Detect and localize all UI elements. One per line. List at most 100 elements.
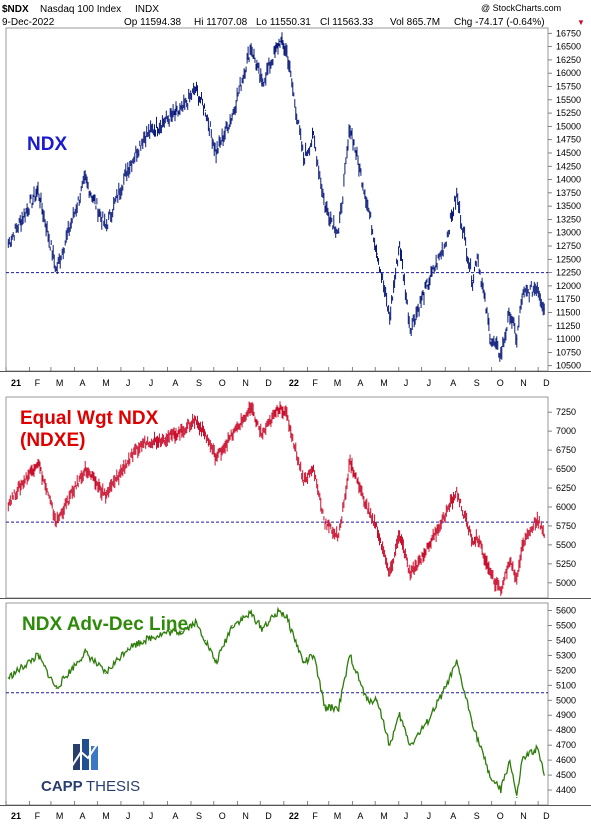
y-tick-label: 16750 — [556, 28, 581, 38]
data-point — [521, 296, 523, 298]
logo-text-capp: CAPP — [41, 778, 83, 795]
data-point — [543, 535, 545, 537]
data-point — [105, 672, 107, 674]
symbol-label[interactable]: $NDX — [2, 4, 29, 15]
data-point — [250, 46, 252, 48]
data-point — [250, 612, 252, 615]
y-tick-label: 11750 — [556, 294, 580, 304]
x-tick-label: A — [80, 378, 86, 388]
data-point — [376, 253, 379, 255]
data-point — [204, 639, 206, 642]
data-point — [500, 789, 502, 791]
data-point — [472, 722, 474, 724]
down-arrow-icon: ▼ — [577, 18, 585, 27]
y-tick-label: 11000 — [556, 334, 580, 344]
x-tick-label: A — [172, 378, 178, 388]
x-tick-label: A — [80, 811, 86, 821]
data-point — [204, 109, 206, 111]
x-tick-label: O — [497, 378, 504, 388]
data-point — [105, 226, 107, 228]
data-point — [250, 407, 252, 409]
data-point — [194, 419, 197, 421]
y-tick-label: 16500 — [556, 42, 581, 52]
data-point — [7, 242, 9, 244]
data-point — [84, 651, 86, 654]
y-tick-label: 5100 — [556, 680, 576, 690]
x-tick-label: O — [219, 378, 226, 388]
x-tick-label: M — [102, 811, 110, 821]
x-tick-label: N — [242, 811, 249, 821]
x-tick-label: 21 — [11, 811, 21, 821]
data-point — [143, 639, 145, 642]
price-bars — [7, 32, 545, 362]
data-point — [472, 280, 474, 282]
x-tick-label: F — [35, 378, 41, 388]
x-tick-label: M — [56, 378, 64, 388]
data-point — [279, 609, 281, 612]
data-point — [204, 434, 206, 436]
data-point — [303, 157, 305, 159]
data-point — [543, 308, 545, 310]
data-point — [543, 774, 545, 776]
y-tick-label: 12750 — [556, 241, 581, 251]
data-point — [312, 654, 315, 657]
capp-thesis-logo: CAPP THESIS — [41, 739, 140, 795]
x-tick-label: D — [265, 811, 272, 821]
data-point — [476, 536, 478, 538]
y-tick-label: 15500 — [556, 95, 581, 105]
logo-bar-chart-icon — [71, 739, 101, 770]
data-point — [84, 468, 86, 470]
data-point — [324, 707, 326, 709]
y-tick-label: 6750 — [556, 445, 576, 455]
y-tick-label: 4400 — [556, 785, 576, 795]
data-point — [194, 88, 197, 90]
data-point — [231, 115, 233, 117]
data-point — [389, 574, 391, 576]
data-point — [490, 338, 492, 340]
y-tick-label: 14500 — [556, 148, 581, 158]
data-point — [338, 232, 340, 234]
data-point — [399, 242, 401, 244]
y-tick-label: 6500 — [556, 464, 576, 474]
data-point — [476, 253, 478, 255]
watermark: @ StockCharts.com — [481, 3, 561, 13]
x-tick-label: N — [242, 378, 249, 388]
x-tick-label: A — [450, 378, 456, 388]
data-point — [215, 152, 217, 154]
date-label: 9-Dec-2022 — [2, 17, 55, 28]
data-point — [516, 338, 518, 340]
x-tick-label: J — [149, 378, 154, 388]
data-point — [279, 40, 281, 42]
data-point — [456, 194, 458, 197]
data-point — [426, 548, 428, 550]
x-tick-label: 22 — [289, 378, 299, 388]
y-tick-label: 5400 — [556, 635, 576, 645]
data-point — [324, 205, 326, 207]
data-point — [84, 179, 86, 181]
x-tick-label: O — [497, 811, 504, 821]
x-tick-label: J — [149, 811, 154, 821]
x-tick-label: F — [312, 378, 318, 388]
chart-header: $NDX Nasdaq 100 Index INDX @ StockCharts… — [2, 3, 585, 28]
data-point — [37, 654, 39, 657]
data-point — [286, 51, 288, 53]
y-tick-label: 5250 — [556, 559, 576, 569]
data-point — [181, 430, 183, 432]
y-tick-label: 16250 — [556, 55, 581, 65]
data-point — [349, 460, 351, 463]
data-point — [426, 722, 428, 724]
change-value: Chg -74.17 (-0.64%) — [454, 17, 545, 28]
data-point — [521, 759, 523, 761]
exchange-label: INDX — [135, 4, 159, 15]
data-point — [516, 578, 518, 580]
x-tick-label: J — [427, 811, 432, 821]
data-point — [127, 168, 129, 170]
y-tick-label: 12000 — [556, 281, 581, 291]
data-point — [261, 434, 263, 436]
data-point — [324, 521, 326, 523]
data-point — [37, 460, 39, 463]
y-tick-label: 10500 — [556, 361, 581, 371]
data-point — [536, 517, 538, 520]
data-point — [55, 269, 57, 271]
